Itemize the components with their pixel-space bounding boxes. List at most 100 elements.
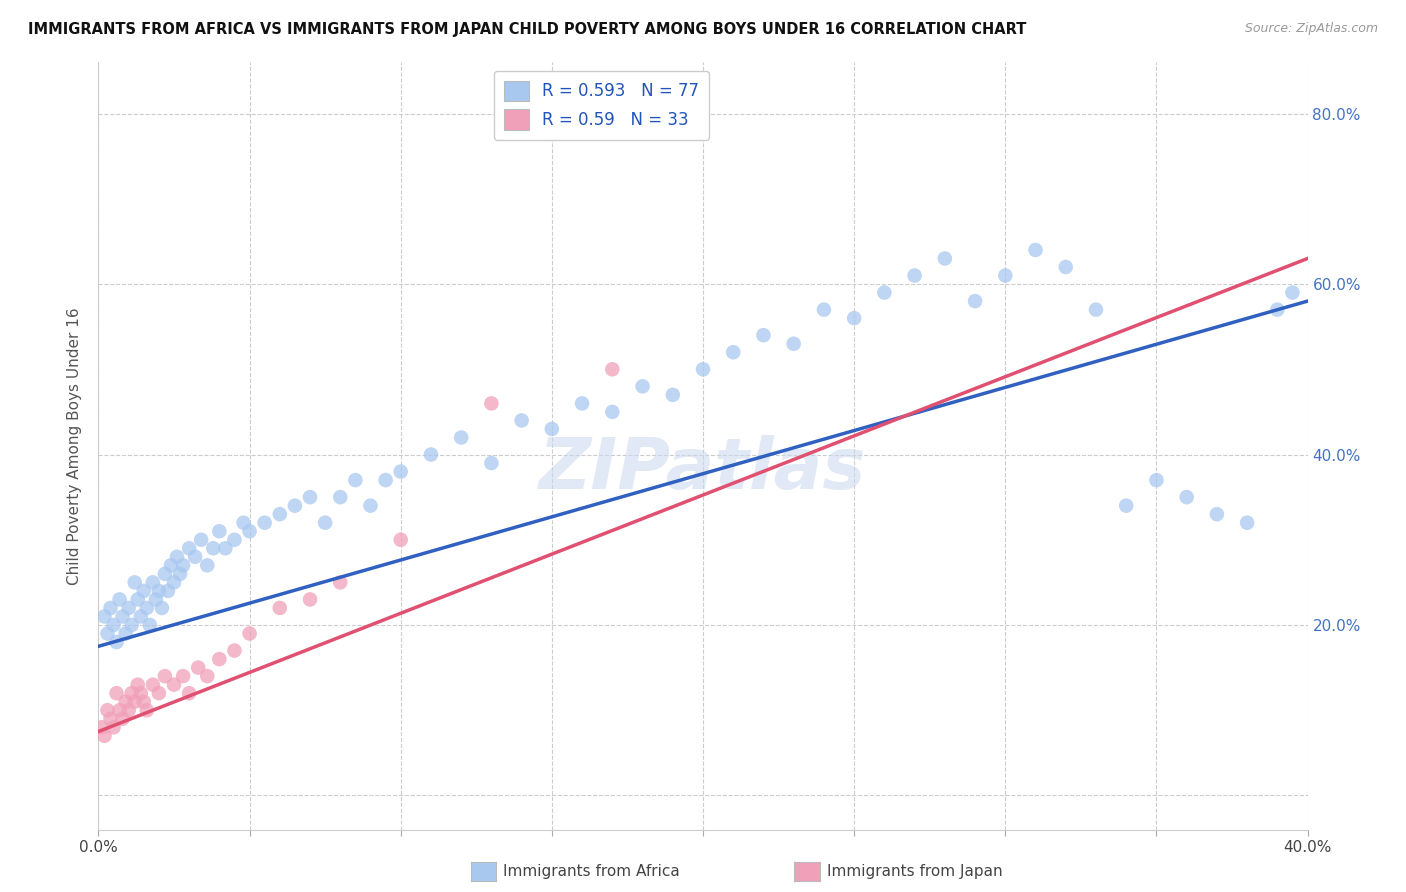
Point: [329, 575, 352, 590]
Point: [934, 252, 956, 266]
Point: [129, 609, 152, 624]
Point: [844, 311, 866, 326]
Point: [156, 583, 179, 598]
Point: [190, 533, 212, 547]
Point: [389, 533, 412, 547]
Point: [1085, 302, 1108, 317]
Point: [540, 422, 562, 436]
Point: [150, 601, 173, 615]
Point: [208, 652, 231, 666]
Point: [1054, 260, 1077, 274]
Point: [153, 566, 176, 581]
Point: [124, 695, 146, 709]
Point: [214, 541, 236, 556]
Point: [1175, 490, 1198, 504]
Point: [344, 473, 367, 487]
Point: [121, 686, 143, 700]
Point: [114, 695, 136, 709]
Point: [314, 516, 336, 530]
Point: [571, 396, 593, 410]
Point: [374, 473, 396, 487]
Point: [723, 345, 745, 359]
Point: [202, 541, 225, 556]
Point: [148, 686, 170, 700]
Point: [127, 678, 149, 692]
Point: [239, 626, 262, 640]
Point: [108, 592, 131, 607]
Point: [329, 490, 352, 504]
Point: [100, 601, 122, 615]
Point: [195, 669, 218, 683]
Point: [127, 592, 149, 607]
Point: [389, 465, 412, 479]
Point: [111, 609, 134, 624]
Point: [124, 575, 146, 590]
Point: [602, 405, 624, 419]
Point: [631, 379, 654, 393]
Point: [111, 712, 134, 726]
Point: [105, 635, 128, 649]
Point: [142, 678, 165, 692]
Point: [1024, 243, 1046, 257]
Point: [510, 413, 533, 427]
Point: [100, 712, 122, 726]
Point: [481, 456, 503, 470]
Point: [93, 609, 115, 624]
Point: [160, 558, 183, 573]
Point: [1267, 302, 1289, 317]
Text: Immigrants from Africa: Immigrants from Africa: [503, 864, 681, 879]
Point: [360, 499, 382, 513]
Point: [224, 643, 246, 657]
Point: [114, 626, 136, 640]
Point: [224, 533, 246, 547]
Point: [163, 678, 186, 692]
Point: [135, 601, 157, 615]
Point: [187, 660, 209, 674]
Point: [253, 516, 276, 530]
Point: [172, 558, 194, 573]
Point: [994, 268, 1017, 283]
Point: [169, 566, 191, 581]
Point: [148, 583, 170, 598]
Point: [783, 336, 806, 351]
Point: [166, 549, 188, 564]
Point: [269, 507, 291, 521]
Point: [129, 686, 152, 700]
Point: [90, 720, 112, 734]
Point: [139, 618, 162, 632]
Point: [93, 729, 115, 743]
Legend: R = 0.593   N = 77, R = 0.59   N = 33: R = 0.593 N = 77, R = 0.59 N = 33: [494, 70, 709, 140]
Point: [299, 592, 322, 607]
Point: [195, 558, 218, 573]
Point: [172, 669, 194, 683]
Point: [132, 583, 155, 598]
Text: ZIPatlas: ZIPatlas: [540, 434, 866, 503]
Point: [232, 516, 254, 530]
Text: Immigrants from Japan: Immigrants from Japan: [827, 864, 1002, 879]
Point: [1206, 507, 1229, 521]
Point: [692, 362, 714, 376]
Point: [1144, 473, 1167, 487]
Text: IMMIGRANTS FROM AFRICA VS IMMIGRANTS FROM JAPAN CHILD POVERTY AMONG BOYS UNDER 1: IMMIGRANTS FROM AFRICA VS IMMIGRANTS FRO…: [28, 22, 1026, 37]
Point: [132, 695, 155, 709]
Point: [96, 703, 118, 717]
Point: [118, 703, 141, 717]
Point: [1281, 285, 1303, 300]
Point: [752, 328, 775, 343]
Point: [481, 396, 503, 410]
Point: [121, 618, 143, 632]
Point: [269, 601, 291, 615]
Point: [184, 549, 207, 564]
Point: [179, 541, 201, 556]
Point: [96, 626, 118, 640]
Point: [602, 362, 624, 376]
Point: [873, 285, 896, 300]
Point: [145, 592, 167, 607]
Point: [118, 601, 141, 615]
Point: [208, 524, 231, 539]
Point: [135, 703, 157, 717]
Point: [153, 669, 176, 683]
Point: [163, 575, 186, 590]
Point: [420, 448, 443, 462]
Point: [103, 618, 125, 632]
